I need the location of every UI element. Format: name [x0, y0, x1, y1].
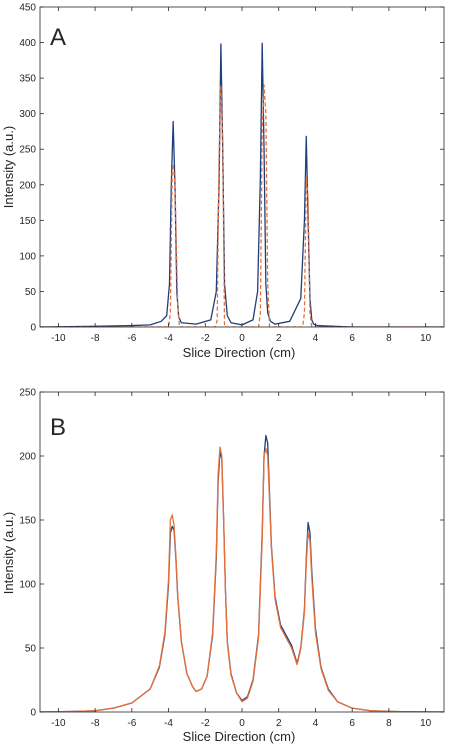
- x-tick-label-a: -6: [127, 333, 136, 344]
- chart-panel-b: B Slice Direction (cm) Intensity (a.u.) …: [1, 388, 445, 744]
- x-tick-label-b: -8: [91, 718, 100, 729]
- plot-frame-a: [39, 6, 445, 328]
- y-tick-label-a: 450: [19, 3, 36, 14]
- y-tick-label-b: 150: [19, 516, 36, 527]
- y-tick-label-a: 0: [30, 323, 36, 334]
- x-tick-label-b: 8: [386, 718, 392, 729]
- y-tick-label-a: 250: [19, 145, 36, 156]
- series-group-b: [40, 434, 444, 712]
- y-tick-label-a: 50: [25, 287, 37, 298]
- x-tick-label-a: 6: [349, 333, 355, 344]
- panel-label-b: B: [50, 414, 66, 441]
- x-tick-label-a: 10: [420, 333, 432, 344]
- y-tick-label-a: 150: [19, 216, 36, 227]
- x-tick-label-b: -10: [51, 718, 66, 729]
- x-tick-label-b: 0: [239, 718, 245, 729]
- y-tick-label-a: 400: [19, 38, 36, 49]
- x-tick-label-a: -8: [91, 333, 100, 344]
- chart-panel-a: A Slice Direction (cm) Intensity (a.u.) …: [1, 3, 445, 360]
- x-axis-label-b: Slice Direction (cm): [183, 729, 296, 744]
- y-tick-label-b: 250: [19, 388, 36, 399]
- series-group-a: [40, 42, 444, 327]
- panel-label-a: A: [50, 24, 66, 51]
- x-tick-label-a: -4: [164, 333, 173, 344]
- x-tick-label-b: 6: [349, 718, 355, 729]
- y-axis-label-a: Intensity (a.u.): [1, 126, 16, 208]
- x-tick-label-a: -2: [201, 333, 210, 344]
- y-tick-label-a: 200: [19, 180, 36, 191]
- y-tick-label-b: 200: [19, 452, 36, 463]
- x-tick-label-a: -10: [51, 333, 66, 344]
- plot-frame-b: [39, 391, 445, 713]
- x-tick-label-a: 4: [313, 333, 319, 344]
- y-tick-label-b: 0: [30, 708, 36, 719]
- x-axis-label-a: Slice Direction (cm): [183, 345, 296, 360]
- series-line-b-1: [40, 434, 444, 712]
- series-line-b-2: [40, 446, 444, 712]
- y-tick-label-b: 50: [25, 644, 37, 655]
- y-tick-label-a: 350: [19, 74, 36, 85]
- x-tick-label-b: -6: [127, 718, 136, 729]
- x-tick-label-b: 10: [420, 718, 432, 729]
- series-line-a-1: [40, 42, 444, 327]
- x-tick-label-a: 8: [386, 333, 392, 344]
- x-tick-label-b: -4: [164, 718, 173, 729]
- x-tick-label-a: 0: [239, 333, 245, 344]
- y-tick-label-a: 300: [19, 109, 36, 120]
- x-tick-label-b: -2: [201, 718, 210, 729]
- y-axis-label-b: Intensity (a.u.): [1, 512, 16, 594]
- y-tick-label-a: 100: [19, 251, 36, 262]
- x-tick-label-a: 2: [276, 333, 282, 344]
- x-tick-label-b: 4: [313, 718, 319, 729]
- y-tick-label-b: 100: [19, 580, 36, 591]
- series-line-a-2: [40, 84, 444, 327]
- x-tick-label-b: 2: [276, 718, 282, 729]
